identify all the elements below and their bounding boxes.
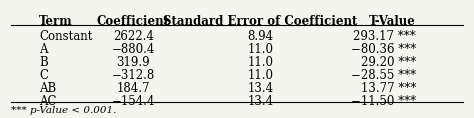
Text: −11.50 ***: −11.50 ***: [351, 95, 416, 108]
Text: 13.4: 13.4: [247, 82, 273, 95]
Text: 29.20 ***: 29.20 ***: [361, 56, 416, 69]
Text: 11.0: 11.0: [247, 69, 273, 82]
Text: *** p-Value < 0.001.: *** p-Value < 0.001.: [11, 106, 116, 115]
Text: −28.55 ***: −28.55 ***: [351, 69, 416, 82]
Text: Constant: Constant: [39, 30, 92, 43]
Text: 319.9: 319.9: [117, 56, 150, 69]
Text: AC: AC: [39, 95, 56, 108]
Text: 8.94: 8.94: [247, 30, 273, 43]
Text: AB: AB: [39, 82, 56, 95]
Text: 11.0: 11.0: [247, 43, 273, 56]
Text: 11.0: 11.0: [247, 56, 273, 69]
Text: B: B: [39, 56, 48, 69]
Text: 13.4: 13.4: [247, 95, 273, 108]
Text: −80.36 ***: −80.36 ***: [351, 43, 416, 56]
Text: Standard Error of Coefficient: Standard Error of Coefficient: [164, 15, 358, 28]
Text: −154.4: −154.4: [111, 95, 155, 108]
Text: −880.4: −880.4: [112, 43, 155, 56]
Text: Term: Term: [39, 15, 73, 28]
Text: A: A: [39, 43, 47, 56]
Text: 2622.4: 2622.4: [113, 30, 154, 43]
Text: C: C: [39, 69, 48, 82]
Text: T-Value: T-Value: [369, 15, 416, 28]
Text: 184.7: 184.7: [117, 82, 150, 95]
Text: 13.77 ***: 13.77 ***: [361, 82, 416, 95]
Text: Coefficient: Coefficient: [97, 15, 170, 28]
Text: 293.17 ***: 293.17 ***: [353, 30, 416, 43]
Text: −312.8: −312.8: [112, 69, 155, 82]
